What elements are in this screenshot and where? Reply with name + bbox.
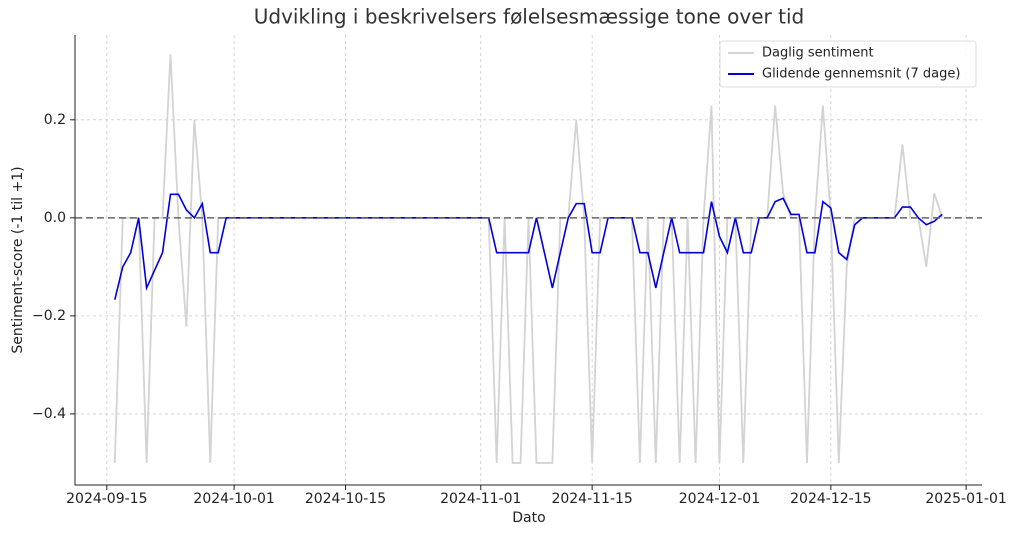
x-tick-label: 2024-11-15 [551, 491, 632, 507]
y-tick-label: −0.2 [32, 308, 66, 324]
x-axis-label: Dato [512, 510, 545, 526]
legend-label: Daglig sentiment [762, 46, 874, 61]
y-tick-label: 0.0 [44, 210, 66, 226]
series-line [114, 193, 943, 300]
x-tick-label: 2024-09-15 [66, 491, 147, 507]
y-tick-label: −0.4 [32, 406, 66, 422]
series-line [113, 54, 944, 464]
x-tick-label: 2024-11-01 [440, 491, 521, 507]
x-tick-label: 2024-10-15 [305, 491, 386, 507]
x-tick-label: 2024-12-01 [679, 491, 760, 507]
chart-title: Udvikling i beskrivelsers følelsesmæssig… [254, 5, 804, 29]
legend-label: Glidende gennemsnit (7 dage) [762, 67, 960, 82]
x-tick-label: 2024-12-15 [790, 491, 871, 507]
y-tick-label: 0.2 [44, 112, 66, 128]
axes [74, 35, 982, 486]
x-tick-label: 2025-01-01 [925, 491, 1006, 507]
y-axis-label: Sentiment-score (-1 til +1) [10, 166, 26, 353]
x-tick-label: 2024-10-01 [193, 491, 274, 507]
legend-box [719, 40, 977, 88]
